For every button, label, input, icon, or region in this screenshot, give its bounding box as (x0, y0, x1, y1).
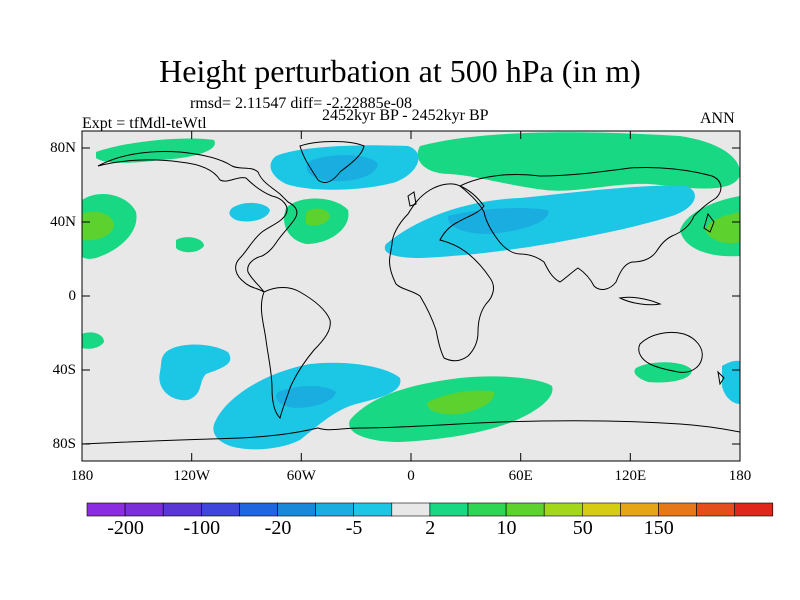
field-namerica-low (229, 202, 270, 222)
field-greenland-low-core (306, 155, 378, 182)
colorbar-swatch (391, 502, 431, 517)
field-arctic-west-green (96, 138, 215, 163)
colorbar-swatch (353, 502, 393, 517)
lon-tick-label: 180 (70, 468, 94, 484)
colorbar-label: 2 (425, 517, 436, 539)
coast-south-america (260, 287, 331, 419)
lat-tick-label: 0 (68, 288, 77, 304)
map-title: Height perturbation at 500 hPa (in m) (159, 53, 641, 89)
field-eurasia-arctic-green (417, 132, 740, 191)
anomaly-fields (82, 132, 740, 450)
colorbar-swatch (429, 502, 469, 517)
lat-tick-label: 80N (50, 140, 76, 156)
colorbar-label: -100 (183, 517, 221, 539)
field-southern-ocean-low-core (275, 386, 336, 408)
field-sw-pacific-low (722, 360, 740, 404)
lat-tick-label: 80S (52, 436, 76, 452)
lon-tick-label: 60W (286, 468, 316, 484)
lon-tick-label: 120E (614, 468, 647, 484)
colorbar-swatch (467, 502, 507, 517)
lon-tick-label: 0 (407, 468, 415, 484)
colorbar-label: -200 (107, 517, 144, 539)
colorbar-label: 10 (496, 517, 517, 539)
coast-uk (407, 191, 417, 207)
colorbar-swatch (86, 502, 126, 517)
lon-tick-label: 180 (728, 468, 752, 484)
field-namerica-high (176, 237, 204, 253)
colorbar (86, 502, 774, 517)
colorbar-swatch (201, 502, 240, 517)
colorbar-label: -5 (345, 517, 363, 539)
axis-ticks (81, 131, 741, 461)
field-spacific-low (159, 344, 231, 401)
lon-tick-label: 120W (173, 468, 211, 484)
colorbar-swatch (696, 502, 735, 517)
colorbar-swatch (505, 502, 545, 517)
colorbar-swatch (658, 502, 697, 517)
colorbar-label: 150 (643, 517, 674, 539)
lat-tick-label: 40S (52, 362, 76, 378)
coast-indonesia (618, 296, 662, 306)
field-npacific-east-core (705, 212, 740, 243)
season-label: ANN (700, 110, 735, 127)
coast-japan (703, 212, 715, 233)
coast-europe-africa (389, 183, 494, 362)
colorbar-swatch (162, 502, 202, 517)
colorbar-swatch (543, 502, 583, 517)
coast-antarctica (82, 420, 740, 445)
field-south-atlantic-high-core (427, 390, 495, 415)
coast-new-zealand (717, 370, 725, 386)
coast-greenland (299, 141, 365, 183)
colorbar-swatch (581, 502, 621, 517)
colorbar-swatch (124, 502, 164, 517)
period-label: 2452kyr BP - 2452kyr BP (322, 107, 489, 124)
experiment-label: Expt = tfMdl-teWtl (82, 115, 207, 132)
lat-tick-label: 40N (50, 214, 76, 230)
field-indian-ocean-high (634, 362, 692, 383)
stats-line: rmsd= 2.11547 diff= -2.22885e-08 (190, 95, 413, 112)
lon-tick-label: 60E (508, 468, 533, 484)
coast-asia (459, 166, 722, 290)
colorbar-label: -20 (264, 517, 292, 539)
field-spacific-high (82, 332, 104, 349)
field-npacific-west-core (82, 211, 114, 241)
colorbar-swatch (620, 502, 659, 517)
colorbar-swatch (239, 502, 278, 517)
coastlines (82, 141, 740, 445)
colorbar-swatch (277, 502, 316, 517)
colorbar-swatch (734, 502, 774, 517)
colorbar-swatch (315, 502, 355, 517)
coast-australia (638, 331, 703, 373)
colorbar-label: 50 (572, 517, 593, 539)
field-watlantic-high-core (306, 208, 330, 226)
